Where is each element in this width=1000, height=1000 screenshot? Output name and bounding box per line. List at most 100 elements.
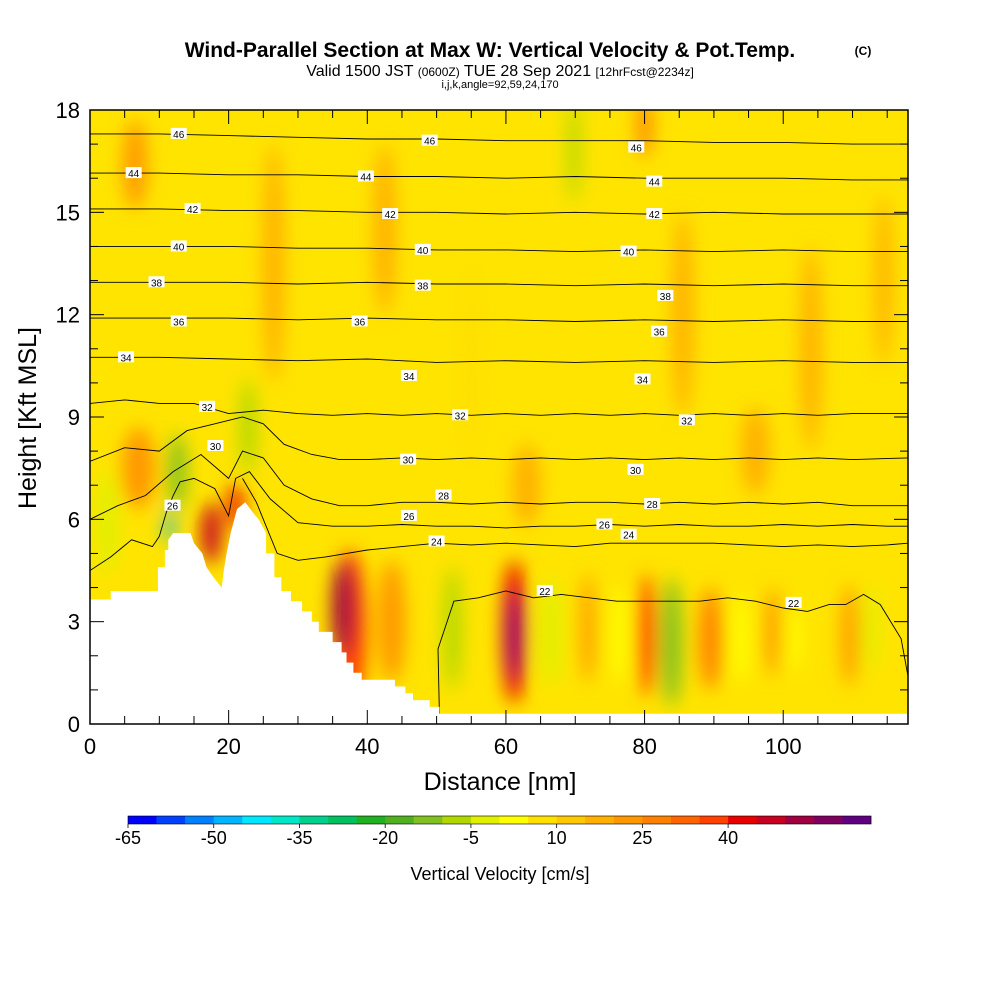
velocity-cell-2	[377, 560, 406, 684]
contour-label-box	[421, 134, 438, 146]
contour-label-box	[351, 315, 368, 327]
contour-label-box	[400, 370, 417, 382]
y-tick-label: 18	[56, 98, 80, 123]
velocity-cell-6	[540, 577, 562, 687]
colorbar-tick-label: -5	[463, 828, 479, 848]
contour-label-text: 44	[128, 169, 140, 180]
colorbar-swatch-12	[470, 816, 500, 824]
contour-label-text: 22	[539, 587, 551, 598]
isotherm-34	[90, 356, 908, 363]
velocity-cell-13	[765, 587, 781, 677]
velocity-cell-12	[731, 594, 749, 684]
isotherm-32	[90, 399, 908, 416]
contour-label-11: 40	[620, 245, 637, 259]
x-axis-label: Distance [nm]	[424, 768, 577, 796]
velocity-cell-28	[460, 263, 482, 469]
contour-label-box	[646, 175, 663, 187]
colorbar-swatch-9	[385, 816, 415, 824]
contour-label-box	[644, 497, 661, 509]
contour-label-25: 30	[400, 453, 417, 467]
contour-label-20: 34	[634, 373, 651, 386]
contour-label-box	[400, 453, 417, 465]
isotherm-40	[90, 245, 908, 253]
contour-label-box	[118, 351, 135, 363]
isotherm-36	[90, 317, 908, 322]
contour-label-box	[414, 279, 431, 291]
contour-label-text: 42	[187, 205, 199, 216]
contour-label-box	[628, 141, 645, 153]
velocity-field	[96, 110, 893, 707]
colorbar-swatch-13	[499, 816, 529, 824]
isotherm-44	[90, 172, 908, 181]
colorbar-tick-label: 10	[547, 828, 567, 848]
contour-label-14: 38	[657, 289, 674, 303]
y-tick-label: 6	[68, 507, 80, 532]
velocity-cell-27	[263, 144, 285, 383]
colorbar-frame	[127, 815, 872, 825]
contour-label-text: 38	[660, 292, 672, 303]
velocity-cell-34	[741, 406, 770, 496]
contour-label-box	[170, 240, 187, 252]
contour-label-box	[414, 243, 431, 255]
colorbar	[127, 815, 872, 825]
contour-label-1: 46	[421, 134, 438, 148]
colorbar-swatch-22	[756, 816, 786, 824]
contour-label-text: 28	[647, 500, 659, 511]
colorbar-swatch-16	[585, 816, 615, 824]
contour-label-text: 32	[202, 403, 214, 414]
contour-label-text: 26	[167, 502, 179, 513]
colorbar-swatch-18	[642, 816, 672, 824]
contour-label-text: 34	[120, 353, 132, 364]
velocity-cell-1	[331, 560, 355, 656]
velocity-cell-19	[165, 509, 174, 544]
y-axis-label: Height [Kft MSL]	[14, 327, 42, 509]
colorbar-swatch-11	[442, 816, 472, 824]
x-tick-label: 40	[355, 734, 379, 759]
contour-label-box	[170, 315, 187, 327]
contour-label-text: 42	[649, 210, 661, 221]
isotherm-46	[90, 133, 908, 145]
colorbar-swatch-10	[413, 816, 443, 824]
colorbar-swatch-19	[670, 816, 700, 824]
contour-label-box	[199, 400, 216, 412]
velocity-cell-9	[638, 573, 655, 697]
chart-title: Wind-Parallel Section at Max W: Vertical…	[185, 39, 796, 62]
colorbar-swatch-15	[556, 816, 586, 824]
x-tick-label: 100	[765, 734, 802, 759]
contour-label-text: 44	[649, 178, 661, 189]
isotherm-28	[90, 450, 908, 520]
velocity-cell-31	[800, 246, 822, 452]
isotherm-24	[242, 478, 908, 561]
contour-label-13: 38	[414, 279, 431, 293]
colorbar-tick-label: -20	[372, 828, 398, 848]
contour-label-text: 46	[173, 130, 185, 141]
velocity-cell-23	[567, 110, 581, 203]
plot-area: 46 46 46 44 44 44 42 42 42 40 40 40 38 38 38 36 36 36 34 34…	[90, 110, 908, 724]
copyright-mark: (C)	[855, 44, 872, 58]
contour-label-text: 36	[354, 317, 366, 328]
contour-label-32: 24	[428, 535, 445, 549]
contour-label-box	[125, 167, 142, 179]
contour-label-text: 46	[424, 137, 436, 148]
contour-labels: 46 46 46 44 44 44 42 42 42 40 40 40 38 38 38 36 36 36 34 34…	[118, 127, 802, 610]
colorbar-swatch-23	[785, 816, 815, 824]
terrain-mask	[90, 502, 908, 724]
valid-main: Valid 1500 JST	[306, 63, 414, 80]
contour-label-12: 38	[148, 276, 165, 289]
contour-label-box	[536, 584, 553, 596]
velocity-cell-25	[123, 120, 147, 209]
y-tick-label: 12	[56, 303, 80, 328]
velocity-cell-7	[580, 573, 595, 684]
valid-utc: (0600Z)	[418, 65, 460, 79]
isotherm-42	[90, 208, 908, 215]
contour-label-box	[785, 596, 802, 608]
contour-label-0: 46	[170, 127, 187, 141]
contour-label-26: 30	[627, 463, 644, 477]
contour-label-box	[651, 325, 668, 337]
potential-temperature-contours	[90, 133, 908, 714]
contour-label-text: 44	[360, 173, 372, 184]
velocity-cell-29	[672, 212, 694, 417]
